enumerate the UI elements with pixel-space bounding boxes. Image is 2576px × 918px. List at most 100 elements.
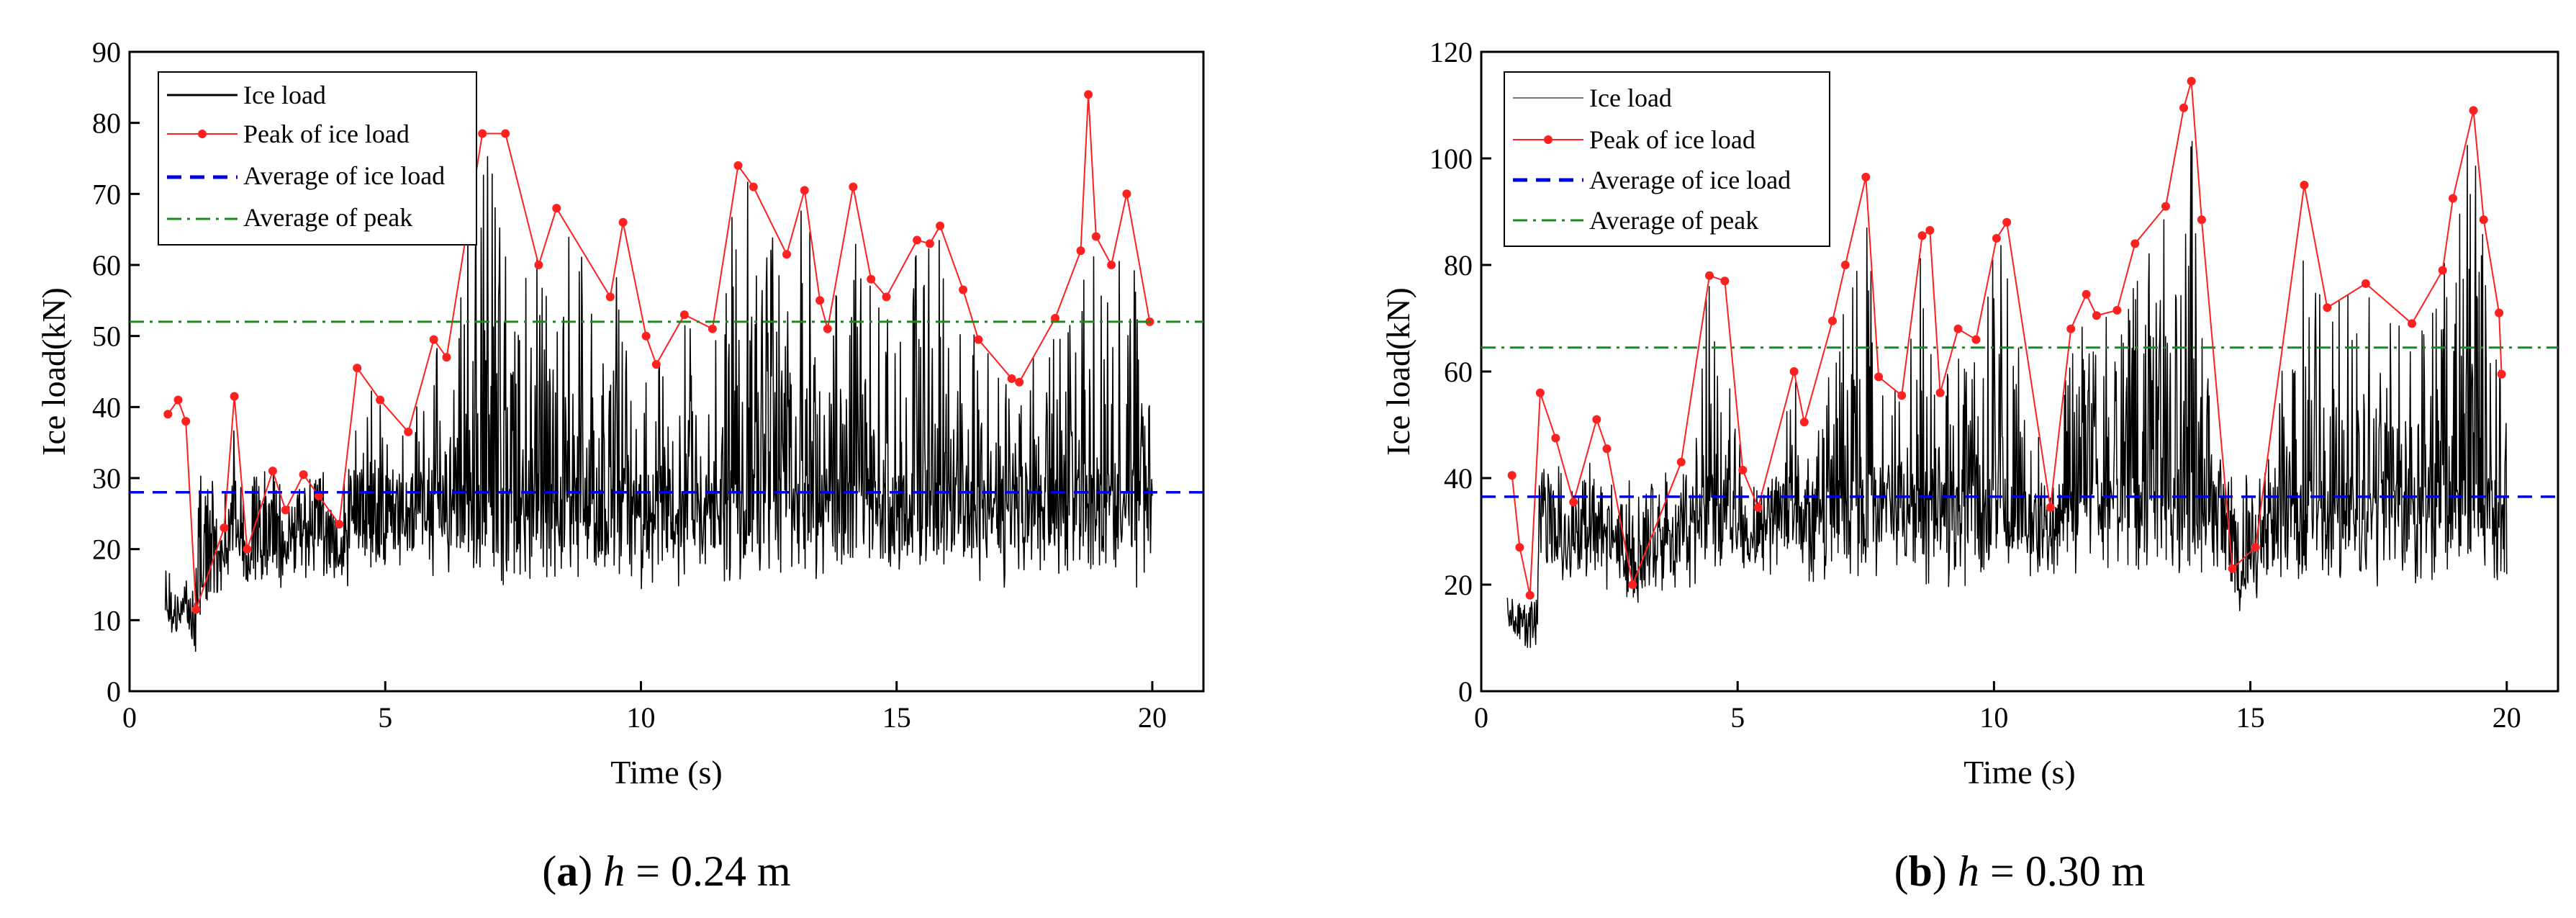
peak-marker xyxy=(936,221,945,230)
legend-box-a xyxy=(158,71,477,246)
legend-label-peak-b: Peak of ice load xyxy=(1589,125,1755,154)
caption-value-b: = 0.30 m xyxy=(1979,847,2146,895)
caption-var-a: h xyxy=(603,847,625,895)
peak-marker xyxy=(2002,217,2012,227)
y-tick-label: 20 xyxy=(1444,569,1473,601)
peak-marker xyxy=(1917,231,1927,240)
peak-marker xyxy=(2497,369,2506,379)
peak-marker xyxy=(1705,271,1714,280)
peak-marker xyxy=(299,470,308,480)
peak-marker xyxy=(733,161,743,170)
caption-a: (a) h = 0.24 m xyxy=(542,847,790,895)
caption-letter-b: b xyxy=(1909,847,1933,895)
peak-marker xyxy=(2187,76,2196,86)
peak-of-ice-load-line xyxy=(1511,81,2503,596)
peak-marker xyxy=(1122,189,1131,199)
y-tick-label: 70 xyxy=(92,178,121,210)
peak-marker xyxy=(800,186,809,195)
peak-marker xyxy=(1592,415,1601,424)
x-axis-b: 0 5 10 15 20 xyxy=(1474,681,2521,734)
peak-marker xyxy=(1720,276,1730,286)
x-axis-label-a: Time (s) xyxy=(610,754,723,791)
peak-marker xyxy=(2228,564,2237,573)
peak-marker xyxy=(1525,590,1535,600)
x-tick-label: 20 xyxy=(1138,701,1167,734)
peak-marker xyxy=(220,523,229,533)
y-axis-label-a: Ice load(kN) xyxy=(35,287,72,456)
peak-marker xyxy=(1007,374,1016,383)
y-tick-label: 50 xyxy=(92,320,121,353)
peak-marker xyxy=(1897,391,1907,400)
caption-value-a: = 0.24 m xyxy=(625,847,791,895)
peak-marker xyxy=(782,250,791,259)
peak-marker xyxy=(2469,106,2478,115)
y-tick-label: 20 xyxy=(92,534,121,566)
peak-marker xyxy=(679,310,689,320)
peak-marker xyxy=(1992,234,2001,243)
peak-marker xyxy=(2130,239,2140,248)
plot-area-a xyxy=(130,90,1203,652)
legend-label-avg-load-a: Average of ice load xyxy=(243,161,445,190)
peak-marker xyxy=(2082,289,2091,299)
peak-marker xyxy=(1569,498,1578,507)
peak-marker xyxy=(1515,543,1524,552)
caption-var-b: h xyxy=(1958,847,1979,895)
legend-swatch-peak-marker-b xyxy=(1544,135,1553,144)
legend-label-avg-peak-a: Average of peak xyxy=(243,203,412,232)
x-tick-label: 15 xyxy=(2236,701,2265,734)
peak-marker xyxy=(1799,418,1809,427)
peak-marker xyxy=(376,395,385,405)
peak-marker xyxy=(651,360,661,369)
peak-marker xyxy=(1789,367,1799,376)
y-tick-label: 90 xyxy=(92,36,121,68)
peak-marker xyxy=(1551,433,1560,443)
caption-b: (b) h = 0.30 m xyxy=(1894,847,2146,895)
peak-of-ice-load-line xyxy=(167,94,1151,610)
legend-box-b xyxy=(1504,71,1830,247)
peak-marker xyxy=(404,427,413,436)
legend-label-peak-a: Peak of ice load xyxy=(243,120,410,148)
y-tick-label: 120 xyxy=(1429,36,1473,68)
x-tick-label: 5 xyxy=(1730,701,1745,734)
x-tick-label: 0 xyxy=(1474,701,1488,734)
y-tick-label: 30 xyxy=(92,462,121,495)
peak-marker xyxy=(1925,225,1935,235)
x-tick-label: 10 xyxy=(1979,701,2008,734)
y-axis-b: 0 20 40 60 80 100 120 xyxy=(1429,36,1491,708)
peak-marker xyxy=(1861,172,1871,181)
peak-marker xyxy=(1602,444,1612,454)
peak-marker xyxy=(2046,503,2055,512)
peak-marker xyxy=(314,491,323,500)
x-tick-label: 15 xyxy=(882,701,911,734)
legend-label-ice-load-b: Ice load xyxy=(1589,84,1672,112)
legend-label-avg-peak-b: Average of peak xyxy=(1589,206,1758,235)
peak-marker xyxy=(353,364,362,373)
peak-marker xyxy=(478,129,487,138)
peak-marker xyxy=(823,324,832,333)
peak-marker xyxy=(2449,194,2457,203)
chart-panel-b: 0 20 40 60 80 100 120 0 5 10 15 20 Time (s) Ice lo… xyxy=(1380,36,2559,895)
y-tick-label: 40 xyxy=(92,391,121,423)
peak-marker xyxy=(1084,90,1093,99)
x-tick-label: 20 xyxy=(2493,701,2521,734)
peak-marker xyxy=(1076,246,1085,256)
y-axis-a: 0 10 20 30 40 50 60 70 80 90 xyxy=(92,36,140,708)
peak-marker xyxy=(191,605,201,614)
peak-marker xyxy=(173,395,183,405)
peak-marker xyxy=(442,353,451,362)
peak-marker xyxy=(281,505,290,515)
peak-marker xyxy=(2479,215,2488,225)
x-tick-label: 5 xyxy=(378,701,392,734)
y-tick-label: 0 xyxy=(107,675,121,708)
y-tick-label: 40 xyxy=(1444,462,1473,495)
peak-marker xyxy=(2323,303,2332,312)
plot-area-b xyxy=(1481,76,2558,648)
peak-marker xyxy=(268,467,277,476)
peak-marker xyxy=(749,182,758,192)
y-tick-label: 60 xyxy=(92,249,121,282)
peak-marker xyxy=(1971,335,1981,344)
peak-marker xyxy=(849,182,858,192)
peak-marker xyxy=(2300,181,2309,189)
legend-label-avg-load-b: Average of ice load xyxy=(1589,166,1791,194)
